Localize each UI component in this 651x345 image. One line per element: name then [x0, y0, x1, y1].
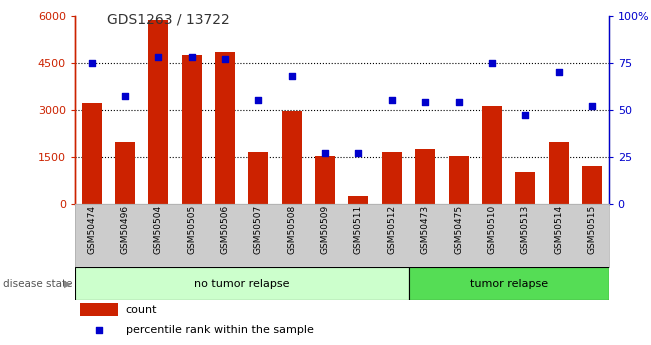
Bar [249, 152, 268, 204]
Point [120, 93, 130, 99]
Text: GSM50513: GSM50513 [521, 205, 530, 254]
Point [520, 112, 531, 118]
Text: GSM50475: GSM50475 [454, 205, 463, 254]
Bar [449, 156, 469, 204]
Text: GSM50509: GSM50509 [320, 205, 329, 254]
Bar [381, 152, 402, 204]
Bar [75, 267, 409, 300]
Bar [148, 20, 168, 204]
Text: GSM50508: GSM50508 [287, 205, 296, 254]
Point [220, 56, 230, 61]
Bar [516, 172, 535, 204]
Bar [115, 142, 135, 204]
Text: GSM50514: GSM50514 [554, 205, 563, 254]
Point [487, 60, 497, 65]
Point [587, 103, 597, 109]
Point [553, 69, 564, 75]
Text: tumor relapse: tumor relapse [469, 279, 547, 289]
Text: GSM50512: GSM50512 [387, 205, 396, 254]
Point [94, 327, 104, 333]
Bar [80, 303, 118, 316]
Text: GSM50506: GSM50506 [221, 205, 230, 254]
Point [253, 97, 264, 103]
Point [353, 150, 364, 156]
Point [87, 60, 97, 65]
Bar [415, 149, 435, 204]
Text: GSM50496: GSM50496 [120, 205, 130, 254]
Point [153, 54, 163, 60]
Bar [315, 156, 335, 204]
Point [320, 150, 330, 156]
Text: GSM50504: GSM50504 [154, 205, 163, 254]
Point [186, 54, 197, 60]
Text: GDS1263 / 13722: GDS1263 / 13722 [107, 12, 230, 26]
Text: GSM50510: GSM50510 [488, 205, 497, 254]
Text: no tumor relapse: no tumor relapse [194, 279, 290, 289]
Text: GSM50511: GSM50511 [354, 205, 363, 254]
Bar [482, 106, 502, 204]
Point [453, 99, 464, 105]
Bar [549, 142, 569, 204]
Text: ▶: ▶ [64, 279, 72, 289]
Bar [409, 267, 609, 300]
Text: GSM50474: GSM50474 [87, 205, 96, 254]
Bar [282, 111, 301, 204]
Bar [81, 103, 102, 204]
Text: GSM50473: GSM50473 [421, 205, 430, 254]
Bar [348, 196, 368, 204]
Bar [182, 55, 202, 204]
Text: percentile rank within the sample: percentile rank within the sample [126, 325, 313, 335]
Point [387, 97, 397, 103]
Bar [215, 51, 235, 204]
Point [420, 99, 430, 105]
Bar [582, 166, 602, 204]
Text: GSM50505: GSM50505 [187, 205, 196, 254]
Point [286, 73, 297, 78]
Text: count: count [126, 305, 157, 315]
Text: GSM50515: GSM50515 [587, 205, 596, 254]
Text: GSM50507: GSM50507 [254, 205, 263, 254]
Text: disease state: disease state [3, 279, 73, 289]
